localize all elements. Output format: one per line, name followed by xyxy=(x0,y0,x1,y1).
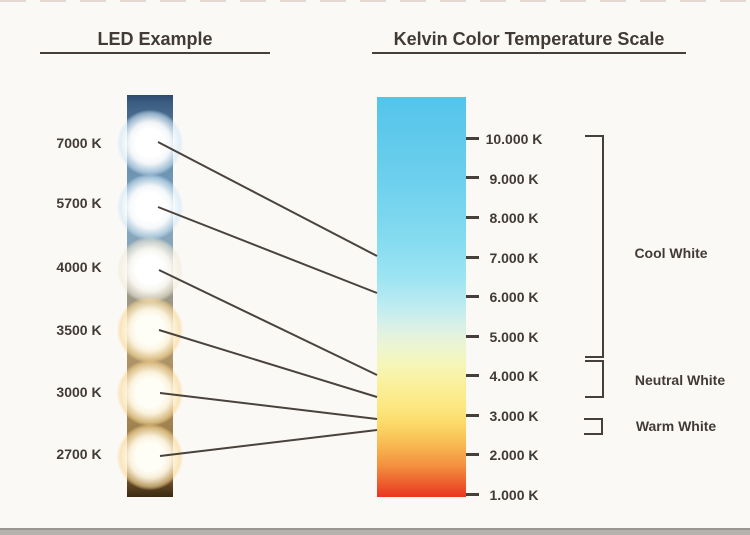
scale-label-7000k: 7.000 K xyxy=(489,250,539,266)
connector-line xyxy=(159,392,378,420)
bottom-gray-bar xyxy=(0,528,750,535)
kelvin-gradient-bar xyxy=(377,97,466,497)
led-bulb-7000k xyxy=(117,110,183,176)
led-label-3000k: 3000 K xyxy=(56,384,102,400)
led-label-3500k: 3500 K xyxy=(56,322,102,338)
led-label-5700k: 5700 K xyxy=(56,195,102,211)
tick-7000k xyxy=(466,256,479,259)
scale-label-1000k: 1.000 K xyxy=(489,487,539,503)
neutral-white-label: Neutral White xyxy=(634,372,726,388)
tick-8000k xyxy=(466,216,479,219)
led-bulb-2700k xyxy=(117,424,183,490)
kelvin-section-title: Kelvin Color Temperature Scale xyxy=(372,28,686,54)
tick-10000k xyxy=(466,137,479,140)
led-section-title: LED Example xyxy=(40,28,270,54)
led-label-2700k: 2700 K xyxy=(56,446,102,462)
scale-label-3000k: 3.000 K xyxy=(489,408,539,424)
tick-5000k xyxy=(466,335,479,338)
led-bulb-3000k xyxy=(117,360,183,426)
cool-white-label: Cool White xyxy=(634,245,708,261)
scale-label-4000k: 4.000 K xyxy=(489,368,539,384)
scale-label-9000k: 9.000 K xyxy=(489,171,539,187)
connector-line xyxy=(158,269,378,376)
tick-9000k xyxy=(466,176,479,179)
scale-label-10000k: 10.000 K xyxy=(485,131,543,147)
led-bulb-3500k xyxy=(117,297,183,363)
warm-white-label: Warm White xyxy=(635,418,717,434)
tick-1000k xyxy=(466,493,479,496)
connector-line xyxy=(157,141,378,257)
scale-label-6000k: 6.000 K xyxy=(489,289,539,305)
cool-white-bracket xyxy=(585,135,604,358)
connector-line xyxy=(157,206,378,294)
neutral-white-bracket xyxy=(585,360,604,398)
scale-label-5000k: 5.000 K xyxy=(489,329,539,345)
tick-2000k xyxy=(466,453,479,456)
led-strip xyxy=(117,95,183,497)
connector-line xyxy=(158,329,378,398)
warm-white-bracket xyxy=(584,418,603,435)
tick-6000k xyxy=(466,295,479,298)
top-dashed-border xyxy=(0,0,750,2)
led-label-4000k: 4000 K xyxy=(56,259,102,275)
tick-3000k xyxy=(466,414,479,417)
scale-label-2000k: 2.000 K xyxy=(489,447,539,463)
scale-label-8000k: 8.000 K xyxy=(489,210,539,226)
led-label-7000k: 7000 K xyxy=(56,135,102,151)
led-bulb-4000k xyxy=(117,237,183,303)
connector-line xyxy=(159,429,378,457)
tick-4000k xyxy=(466,374,479,377)
led-bulb-5700k xyxy=(117,174,183,240)
